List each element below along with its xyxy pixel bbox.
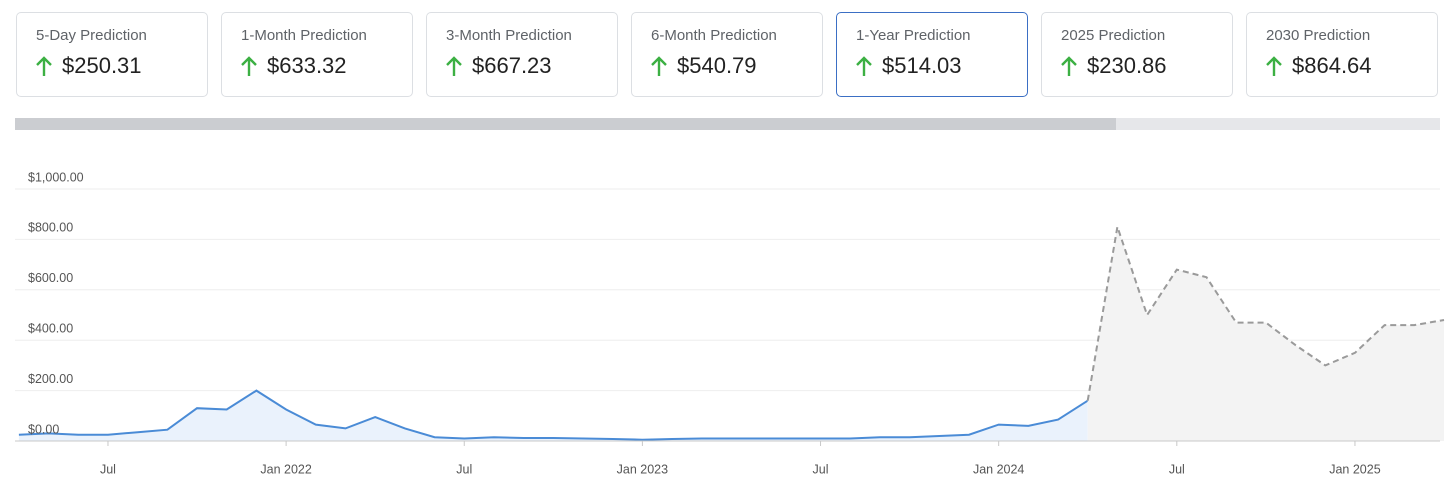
card-value-row: $667.23	[446, 53, 617, 79]
card-value: $864.64	[1292, 53, 1372, 78]
card-value-row: $514.03	[856, 53, 1027, 79]
card-label: 1-Month Prediction	[241, 27, 367, 44]
y-tick-label: $600.00	[28, 271, 73, 285]
card-value: $230.86	[1087, 53, 1167, 78]
prediction-card[interactable]: 1-Year Prediction $514.03	[836, 12, 1028, 97]
x-tick-label: Jan 2022	[260, 462, 311, 476]
card-value-row: $540.79	[651, 53, 822, 79]
series-line	[1086, 226, 1445, 401]
card-value: $514.03	[882, 53, 962, 78]
card-value-row: $250.31	[36, 53, 207, 79]
card-label: 6-Month Prediction	[651, 27, 777, 44]
up-arrow	[1266, 56, 1282, 76]
x-tick-label: Jan 2025	[1329, 462, 1380, 476]
scrollbar[interactable]	[15, 118, 1440, 130]
card-value-row: $864.64	[1266, 53, 1437, 79]
y-tick-label: $200.00	[28, 372, 73, 386]
up-arrow	[36, 56, 52, 76]
x-tick-label: Jul	[100, 462, 116, 476]
y-tick-label: $800.00	[28, 221, 73, 235]
prediction-card[interactable]: 5-Day Prediction $250.31	[16, 12, 208, 97]
y-tick-label: $1,000.00	[28, 170, 84, 184]
card-value: $667.23	[472, 53, 552, 78]
card-value-row: $230.86	[1061, 53, 1232, 79]
x-tick-label: Jul	[1169, 462, 1185, 476]
prediction-card[interactable]: 1-Month Prediction $633.32	[221, 12, 413, 97]
card-label: 3-Month Prediction	[446, 27, 572, 44]
series-line	[18, 389, 1089, 441]
prediction-cards: 5-Day Prediction $250.31 1-Month Predicti…	[16, 12, 1438, 97]
x-tick-label: Jan 2024	[973, 462, 1024, 476]
card-label: 1-Year Prediction	[856, 27, 971, 44]
prediction-card[interactable]: 2030 Prediction $864.64	[1246, 12, 1438, 97]
card-label: 5-Day Prediction	[36, 27, 147, 44]
up-arrow	[1061, 56, 1077, 76]
x-tick-label: Jul	[813, 462, 829, 476]
card-label: 2025 Prediction	[1061, 27, 1166, 44]
up-arrow	[446, 56, 462, 76]
card-label: 2030 Prediction	[1266, 27, 1371, 44]
scroll-thumb[interactable]	[15, 118, 1116, 130]
series-area	[1087, 226, 1444, 441]
up-arrow	[651, 56, 667, 76]
series-area	[18, 390, 1088, 441]
x-tick-label: Jul	[456, 462, 472, 476]
y-tick-label: $400.00	[28, 321, 73, 335]
up-arrow	[856, 56, 872, 76]
x-tick-label: Jan 2023	[617, 462, 668, 476]
up-arrow	[241, 56, 257, 76]
prediction-card[interactable]: 2025 Prediction $230.86	[1041, 12, 1233, 97]
card-value-row: $633.32	[241, 53, 412, 79]
prediction-card[interactable]: 6-Month Prediction $540.79	[631, 12, 823, 97]
prediction-card[interactable]: 3-Month Prediction $667.23	[426, 12, 618, 97]
y-tick-label: $0.00	[28, 422, 59, 436]
card-value: $633.32	[267, 53, 347, 78]
card-value: $540.79	[677, 53, 757, 78]
card-value: $250.31	[62, 53, 142, 78]
